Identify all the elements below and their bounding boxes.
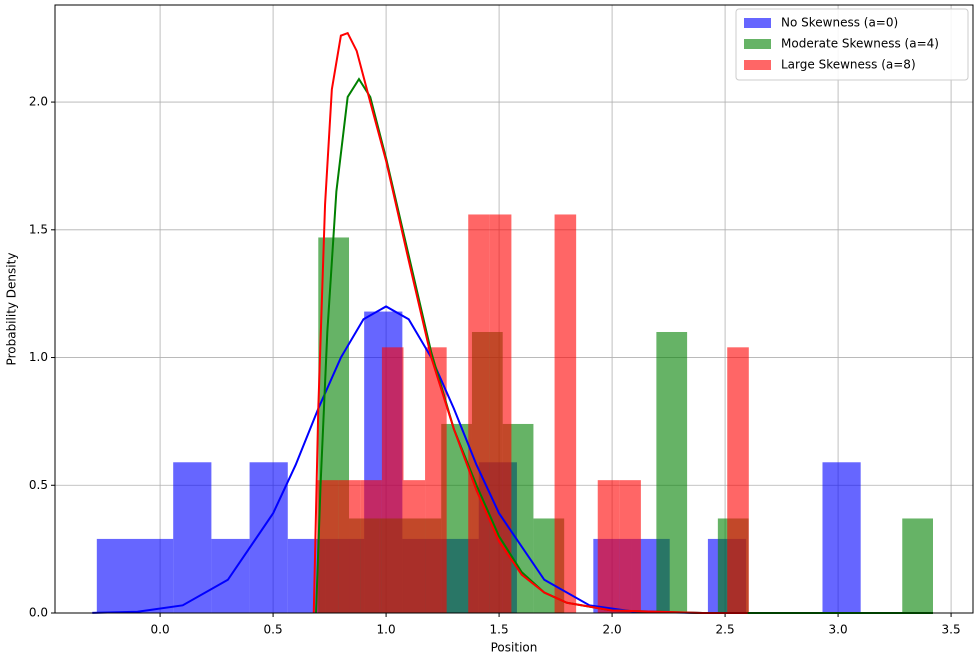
density-curve [312,31,748,614]
x-tick-label: 3.0 [829,623,848,637]
histogram-bar [96,538,136,613]
x-tick-label: 2.5 [716,623,735,637]
histogram-bar [489,214,512,613]
legend-swatch [744,60,771,70]
x-tick-label: 1.0 [377,623,396,637]
y-tick-label: 1.0 [29,350,48,364]
legend-swatch [744,39,771,49]
histogram-bar [619,480,641,613]
x-tick-label: 3.5 [942,623,961,637]
histogram-bar [727,347,749,613]
legend-label: Moderate Skewness (a=4) [781,37,939,51]
y-tick-label: 0.0 [29,606,48,620]
histogram-bar [317,480,339,613]
x-tick-label: 2.0 [603,623,622,637]
histogram-bar [249,462,288,613]
histogram-bar [425,347,447,613]
x-tick-label: 1.5 [490,623,509,637]
legend-box [735,8,969,81]
histogram-bar [656,331,688,613]
legend-label: No Skewness (a=0) [781,16,898,30]
histogram-bar [403,480,426,613]
histogram-bar [381,347,404,613]
histogram-bar [554,214,577,613]
legend: No Skewness (a=0) Moderate Skewness (a=4)… [735,8,969,81]
histogram-bar [360,480,382,613]
histogram-bar [902,518,933,613]
y-tick-label: 0.5 [29,478,48,492]
histogram-bar [173,462,212,613]
histogram-bar [468,214,490,613]
y-axis-label: Probability Density [5,253,19,366]
y-tick-label: 2.0 [29,95,48,109]
density-curve [92,305,929,614]
legend-label: Large Skewness (a=8) [781,58,916,72]
x-axis-label: Position [491,641,538,655]
histogram-bar [135,538,174,613]
x-tick-label: 0.0 [151,623,170,637]
histogram-bar [822,462,861,613]
legend-swatch [744,18,771,28]
y-tick-label: 1.5 [29,222,48,236]
plot-frame [54,4,974,614]
histogram-bar [338,480,361,613]
histogram-bar [597,480,620,613]
x-tick-label: 0.5 [264,623,283,637]
